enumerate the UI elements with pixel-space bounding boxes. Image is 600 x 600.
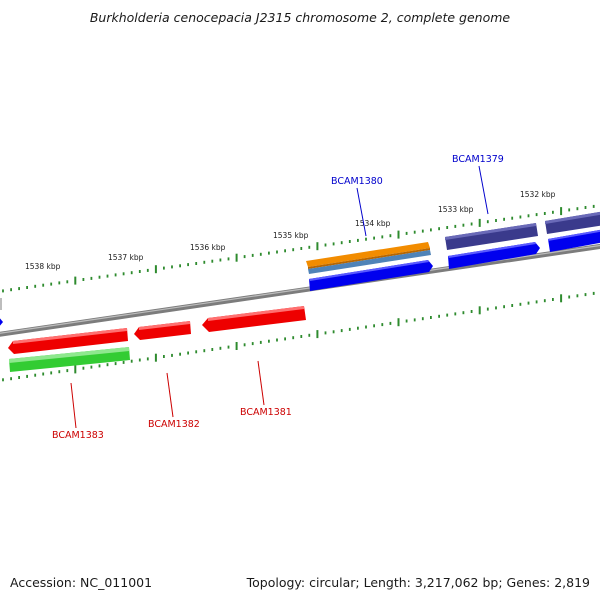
- gene-label-bcam1382[interactable]: BCAM1382: [148, 419, 200, 430]
- cds-bcam1381[interactable]: [202, 306, 306, 332]
- purple-feature-1-highlight: [445, 223, 536, 240]
- cds-bcam1383[interactable]: [8, 328, 128, 354]
- cds-next-forward-highlight: [548, 229, 600, 241]
- scale-label-1532: 1532 kbp: [520, 190, 556, 199]
- cds-bcam1383-highlight: [13, 328, 127, 344]
- leader-bcam1381: [257, 360, 265, 406]
- cds-bcam1382[interactable]: [134, 321, 191, 340]
- lower-scale-ruler: [2, 291, 595, 382]
- orange-feature[interactable]: [306, 242, 430, 267]
- genome-info-text: Topology: circular; Length: 3,217,062 bp…: [246, 575, 590, 590]
- steelblue-feature[interactable]: [308, 250, 431, 274]
- orange-feature-shade: [308, 248, 430, 269]
- gene-label-bcam1381[interactable]: BCAM1381: [240, 407, 292, 418]
- scale-label-1534: 1534 kbp: [355, 219, 391, 228]
- cds-bcam1382-highlight: [139, 321, 190, 330]
- accession-text: Accession: NC_011001: [10, 575, 153, 590]
- cds-bcam1380[interactable]: [309, 260, 433, 291]
- green-feature-highlight: [9, 347, 129, 363]
- gene-label-bcam1380[interactable]: BCAM1380: [331, 176, 383, 187]
- genome-backbone-highlight: [0, 244, 600, 334]
- cds-bcam1379[interactable]: [448, 242, 540, 269]
- leader-bcam1380: [356, 187, 367, 237]
- genome-backbone: [0, 243, 600, 337]
- cds-bcam1381-highlight: [208, 306, 304, 321]
- scale-label-1533: 1533 kbp: [438, 205, 474, 214]
- left-edge-grey-mark: [0, 298, 2, 310]
- purple-feature-2-highlight: [545, 211, 600, 224]
- gene-label-bcam1379[interactable]: BCAM1379: [452, 154, 504, 165]
- upper-scale-ruler: [2, 204, 595, 293]
- cds-bcam1379-highlight: [448, 242, 536, 258]
- leader-bcam1383: [70, 382, 77, 429]
- cds-bcam1380-highlight: [309, 260, 429, 281]
- leader-bcam1379: [478, 165, 489, 215]
- cds-next-forward[interactable]: [548, 229, 600, 252]
- scale-label-1535: 1535 kbp: [273, 231, 309, 240]
- map-title: Burkholderia cenocepacia J2315 chromosom…: [89, 10, 511, 25]
- scale-label-1536: 1536 kbp: [190, 243, 226, 252]
- purple-feature-1[interactable]: [445, 223, 538, 250]
- purple-feature-2[interactable]: [545, 211, 600, 234]
- gene-label-bcam1383[interactable]: BCAM1383: [52, 430, 104, 441]
- left-edge-blue-arrow[interactable]: [0, 316, 3, 328]
- scale-label-1537: 1537 kbp: [108, 253, 144, 262]
- scale-label-1538: 1538 kbp: [25, 262, 61, 271]
- leader-bcam1382: [166, 372, 174, 418]
